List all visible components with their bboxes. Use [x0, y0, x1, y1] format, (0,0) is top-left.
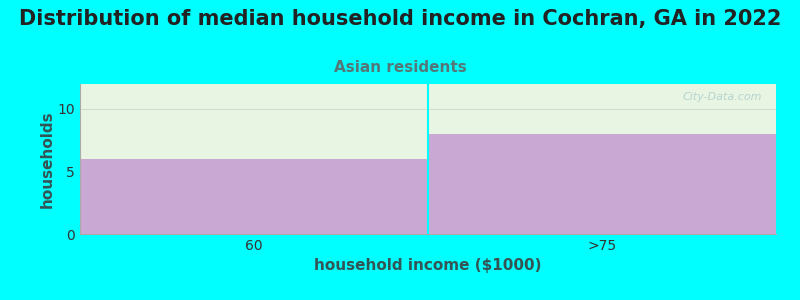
Text: Distribution of median household income in Cochran, GA in 2022: Distribution of median household income …: [19, 9, 781, 29]
Y-axis label: households: households: [40, 110, 54, 208]
Text: Asian residents: Asian residents: [334, 60, 466, 75]
X-axis label: household income ($1000): household income ($1000): [314, 258, 542, 273]
Text: City-Data.com: City-Data.com: [682, 92, 762, 101]
